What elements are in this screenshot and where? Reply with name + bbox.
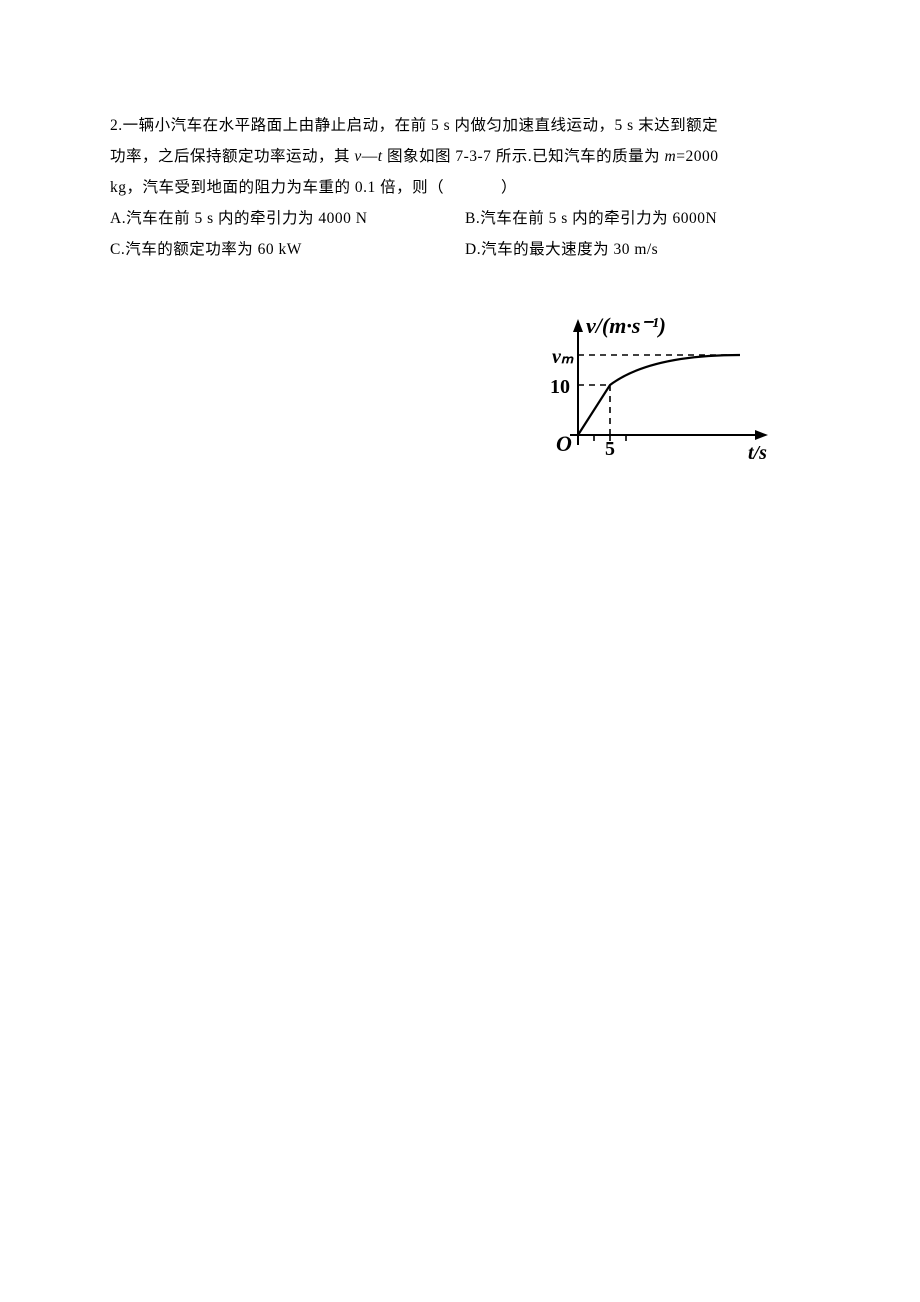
y-tick-10: 10 [550,376,570,398]
option-a: A.汽车在前 5 s 内的牵引力为 4000 N [110,203,465,234]
vt-graph: v/(m·s⁻¹) vₘ 10 O 5 t/s [550,315,790,475]
origin-label: O [556,431,572,456]
question-line-3: kg，汽车受到地面的阻力为车重的 0.1 倍，则（ ） [110,172,820,203]
x-tick-5: 5 [605,438,615,460]
options-row-2: C.汽车的额定功率为 60 kW D.汽车的最大速度为 30 m/s [110,234,820,265]
q2-mid: 图象如图 7-3-7 所示.已知汽车的质量为 [383,148,665,165]
x-axis-label: t/s [748,442,767,464]
y-axis-arrow [573,319,583,332]
options-row-1: A.汽车在前 5 s 内的牵引力为 4000 N B.汽车在前 5 s 内的牵引… [110,203,820,234]
vm-label: vₘ [552,346,574,368]
x-axis-arrow [755,430,768,440]
q2-pre: 功率，之后保持额定功率运动，其 [110,148,354,165]
question-line-1: 2.一辆小汽车在水平路面上由静止启动，在前 5 s 内做匀加速直线运动，5 s … [110,110,820,141]
q2-m: m [665,148,677,165]
option-d: D.汽车的最大速度为 30 m/s [465,234,820,265]
q2-v: v [354,148,361,165]
question-line-2: 功率，之后保持额定功率运动，其 v—t 图象如图 7-3-7 所示.已知汽车的质… [110,141,820,172]
q2-dash: — [362,148,378,165]
graph-container: v/(m·s⁻¹) vₘ 10 O 5 t/s [110,315,820,475]
q2-post: =2000 [676,148,718,165]
velocity-curve [578,355,740,435]
option-c: C.汽车的额定功率为 60 kW [110,234,465,265]
y-axis-label: v/(m·s⁻¹) [586,315,666,338]
option-b: B.汽车在前 5 s 内的牵引力为 6000N [465,203,820,234]
